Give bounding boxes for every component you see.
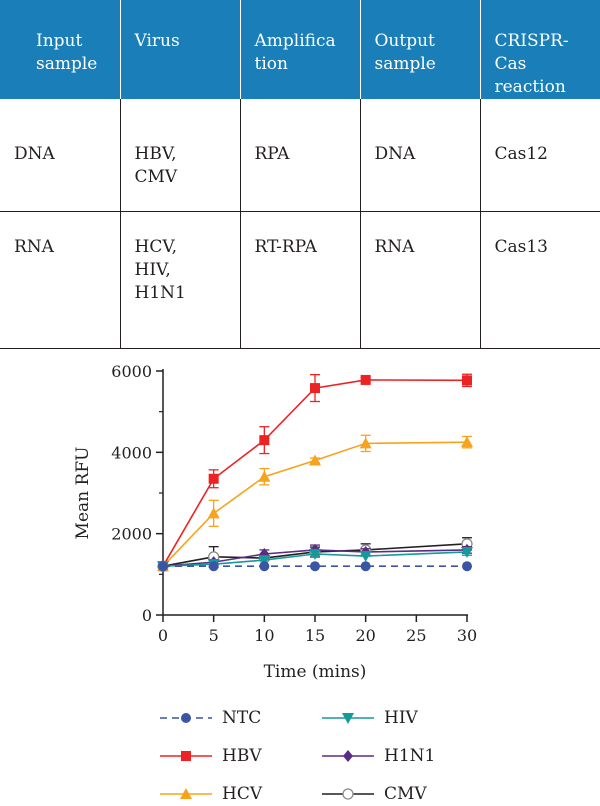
x-tick-label: 20 <box>355 626 375 645</box>
legend-item-hbv: HBV <box>158 744 262 768</box>
header-line: sample <box>374 54 436 74</box>
data-point <box>309 549 321 560</box>
legend-swatch <box>160 713 212 723</box>
header-line: reaction <box>494 77 566 97</box>
header-line: Virus <box>134 31 180 51</box>
legend-label: HCV <box>222 784 263 804</box>
table-cell: Cas12 <box>479 99 600 212</box>
virus-detection-table: Input sample Virus Amplifica tion Output sa… <box>0 0 600 349</box>
table-row: DNA HBV, CMV RPA DNA Cas12 <box>0 99 600 212</box>
table-header-row: Input sample Virus Amplifica tion Output sa… <box>0 0 600 99</box>
data-point <box>207 507 220 519</box>
header-line: sample <box>36 54 98 74</box>
legend-item-ntc: NTC <box>158 706 261 730</box>
legend-label: CMV <box>384 784 427 804</box>
data-point <box>259 561 270 572</box>
table-cell: DNA <box>359 99 480 212</box>
data-point <box>462 375 472 386</box>
table-cell: RPA <box>239 99 360 212</box>
header-line: Amplifica <box>254 31 336 51</box>
legend-item-h1n1: H1N1 <box>320 744 435 768</box>
series-line <box>162 379 468 567</box>
header-line: Output <box>374 31 435 51</box>
data-point <box>258 470 271 482</box>
data-point <box>208 473 219 484</box>
data-point <box>461 546 473 558</box>
header-amplification: Amplifica tion <box>239 0 360 99</box>
legend-item-cmv: CMV <box>320 782 427 806</box>
mean-rfu-line-chart: 0 2000 4000 6000 0 5 10 15 20 25 30 Time (mins) Mean… <box>73 362 477 682</box>
y-tick-label: 6000 <box>111 362 152 381</box>
header-line: CRISPR-Cas <box>494 31 569 74</box>
legend-swatch <box>160 751 212 761</box>
header-crispr-reaction: CRISPR-Cas reaction <box>479 0 600 99</box>
table-cell: RT-RPA <box>239 211 360 349</box>
y-axis-label: Mean RFU <box>73 447 93 540</box>
table-row: RNA HCV, HIV, H1N1 RT-RPA RNA Cas13 <box>0 211 600 349</box>
data-point <box>360 561 371 572</box>
header-line: Input <box>36 31 83 51</box>
table-cell: Cas13 <box>479 211 600 349</box>
legend-label: NTC <box>222 708 262 728</box>
table-cell: HBV, CMV <box>119 99 240 212</box>
data-point <box>461 436 473 448</box>
x-axis-label: Time (mins) <box>264 662 367 682</box>
legend-label: HBV <box>222 746 262 766</box>
data-point <box>310 561 320 572</box>
legend-label: HIV <box>384 708 418 728</box>
data-point <box>181 713 191 723</box>
x-tick-label: 5 <box>209 626 219 645</box>
data-point <box>258 555 271 567</box>
series-line <box>162 441 468 567</box>
data-point <box>343 750 353 762</box>
header-line: tion <box>254 54 288 74</box>
series-line <box>162 543 468 567</box>
data-point <box>181 751 191 761</box>
data-point <box>359 551 372 563</box>
data-point <box>360 374 371 385</box>
y-tick-label: 4000 <box>111 443 152 462</box>
y-tick-label: 2000 <box>111 525 152 544</box>
data-point <box>462 561 472 572</box>
data-point <box>342 713 354 724</box>
legend-swatch <box>160 788 212 799</box>
series-ntc <box>158 561 472 572</box>
header-input-sample: Input sample <box>0 0 120 99</box>
x-tick-label: 30 <box>457 626 477 645</box>
x-tick-label: 10 <box>254 626 274 645</box>
legend-swatch <box>322 750 374 762</box>
legend-item-hcv: HCV <box>158 782 262 806</box>
data-point <box>259 435 270 446</box>
series-line <box>162 549 468 567</box>
legend-label: H1N1 <box>384 746 436 766</box>
data-point <box>359 437 372 449</box>
x-tick-label: 0 <box>158 626 168 645</box>
legend-item-hiv: HIV <box>320 706 418 730</box>
data-point <box>310 383 320 394</box>
table-cell: DNA <box>0 99 120 212</box>
legend-swatch <box>322 788 374 800</box>
header-virus: Virus <box>119 0 240 99</box>
data-point <box>158 561 168 572</box>
legend-swatch <box>322 713 374 724</box>
x-tick-label: 25 <box>406 626 426 645</box>
y-tick-label: 0 <box>142 606 152 625</box>
table-cell: RNA <box>359 211 480 349</box>
header-output-sample: Output sample <box>359 0 480 99</box>
series-hbv <box>158 373 472 572</box>
table-cell: RNA <box>0 211 120 349</box>
x-tick-label: 15 <box>305 626 325 645</box>
data-point <box>180 788 192 799</box>
series-line <box>162 551 468 567</box>
data-point <box>342 788 354 800</box>
table-cell: HCV, HIV, H1N1 <box>119 211 240 349</box>
data-point <box>309 454 321 466</box>
data-point <box>208 561 219 572</box>
